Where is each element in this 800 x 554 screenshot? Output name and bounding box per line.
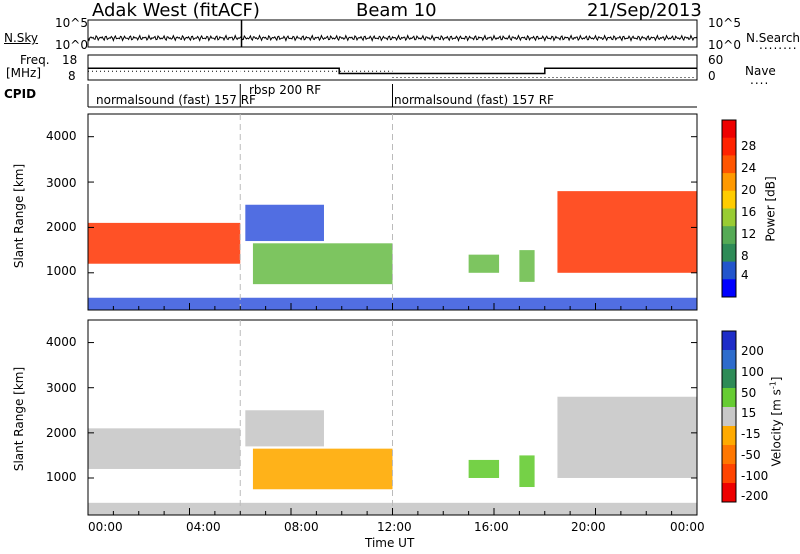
velocity-colorbar-cell-7 [722, 464, 736, 484]
xtick-4: 16:00 [474, 520, 509, 534]
power-tick-20: 20 [741, 183, 757, 197]
ytick-top-2000: 2000 [46, 220, 77, 234]
freq-ytick-low-left: 8 [68, 69, 76, 83]
vel-tick-15: 15 [741, 406, 757, 420]
xtick-3: 12:00 [377, 520, 412, 534]
freq-ytick-high-left: 18 [62, 53, 78, 67]
nsky-label: N.Sky [4, 31, 39, 45]
noise-ytick-low-left: 10^0 [55, 38, 88, 52]
power-colorbar-frame [721, 119, 737, 298]
date-title: 21/Sep/2013 [587, 0, 702, 21]
power-echo-0 [88, 222, 241, 264]
power-echo-1 [245, 204, 324, 242]
ytick-bot-3000: 3000 [46, 381, 77, 395]
ytick-top-3000: 3000 [46, 176, 77, 190]
power-tick-24: 24 [741, 161, 757, 175]
cpid-segment-1: normalsound (fast) 157 RF [96, 93, 256, 107]
velocity-echo-2 [252, 448, 393, 490]
cpid-segment-3: normalsound (fast) 157 RF [394, 93, 554, 107]
vel-tick-m200: -200 [741, 489, 769, 503]
noise-ytick-low-right: 10^0 [708, 38, 741, 52]
velocity-colorbar-frame [721, 330, 737, 503]
power-tick-12: 12 [741, 227, 757, 241]
vel-tick-50: 50 [741, 386, 757, 400]
velocity-label-end: ] [769, 376, 784, 382]
power-echo-5 [557, 191, 697, 273]
velocity-colorbar-cell-1 [722, 350, 736, 370]
power-colorbar-cell-3 [722, 173, 736, 192]
ytick-bot-1000: 1000 [46, 470, 77, 484]
noise-panel-frame [87, 19, 698, 48]
xtick-5: 20:00 [571, 520, 606, 534]
power-colorbar-cell-1 [722, 137, 736, 156]
freq-line [88, 67, 697, 75]
power-colorbar-cell-7 [722, 243, 736, 263]
cpid-segment-2: rbsp 200 RF [249, 83, 322, 97]
velocity-colorbar-label: Velocity [m s-1] [769, 377, 784, 467]
ytick-top-4000: 4000 [46, 129, 77, 143]
velocity-colorbar-cell-0 [722, 331, 736, 351]
nsearch-label: N.Search [746, 31, 800, 45]
xtick-2: 08:00 [284, 520, 319, 534]
nave-dots: .... [750, 73, 770, 87]
power-echo-4 [519, 250, 535, 282]
xaxis-label: Time UT [365, 536, 415, 550]
cpid-label: CPID [4, 87, 37, 101]
xtick-0: 00:00 [88, 520, 123, 534]
power-colorbar-cell-8 [722, 261, 736, 280]
velocity-colorbar-cell-4 [722, 407, 736, 427]
velocity-colorbar-cell-2 [722, 369, 736, 389]
power-echo-3 [468, 254, 500, 273]
velocity-echo-0 [88, 428, 241, 469]
ytick-bot-4000: 4000 [46, 335, 77, 349]
vel-tick-m50: -50 [741, 448, 761, 462]
mhz-label: [MHz] [6, 66, 42, 80]
vel-tick-200: 200 [741, 344, 764, 358]
nsearch-dots: ........ [759, 38, 798, 52]
power-tick-8: 8 [741, 249, 749, 263]
yaxis-label-bottom: Slant Range [km] [12, 366, 27, 472]
power-colorbar-cell-9 [722, 279, 736, 298]
xtick-1: 04:00 [186, 520, 221, 534]
velocity-colorbar-cell-3 [722, 388, 736, 408]
power-tick-16: 16 [741, 205, 757, 219]
power-colorbar-cell-0 [722, 120, 736, 139]
freq-panel-frame [87, 54, 698, 81]
velocity-colorbar-cell-6 [722, 445, 736, 465]
xtick-6: 00:00 [670, 520, 705, 534]
vel-tick-m15: -15 [741, 427, 761, 441]
vel-tick-m100: -100 [741, 469, 769, 483]
radar-title: Adak West (fitACF) [92, 0, 260, 21]
noise-ytick-high-left: 10^5 [55, 16, 88, 30]
power-colorbar-cell-5 [722, 208, 736, 227]
nave-label: Nave [745, 64, 776, 78]
velocity-echo-5 [557, 396, 697, 478]
power-tick-28: 28 [741, 139, 757, 153]
velocity-echo-3 [468, 459, 500, 478]
beam-title: Beam 10 [356, 0, 437, 21]
velocity-echo-1 [245, 410, 324, 447]
power-colorbar-label: Power [dB] [763, 176, 778, 242]
velocity-echo-4 [519, 455, 535, 488]
power-echo-2 [252, 243, 393, 285]
power-tick-4: 4 [741, 268, 749, 282]
ytick-bot-2000: 2000 [46, 426, 77, 440]
noise-sky-trace [87, 34, 698, 42]
vel-tick-100: 100 [741, 365, 764, 379]
power-colorbar-cell-2 [722, 155, 736, 174]
yaxis-label-top: Slant Range [km] [12, 163, 27, 269]
noise-ytick-high-right: 10^5 [708, 16, 741, 30]
velocity-label-sup: -1 [768, 381, 778, 390]
freq-ytick-low-right: 0 [708, 69, 716, 83]
ytick-top-1000: 1000 [46, 264, 77, 278]
power-colorbar-cell-4 [722, 190, 736, 209]
velocity-colorbar-cell-5 [722, 426, 736, 446]
freq-ytick-high-right: 60 [708, 53, 724, 67]
velocity-label-text: Velocity [m s [769, 389, 784, 467]
freq-label: Freq. [20, 53, 50, 67]
power-colorbar-cell-6 [722, 226, 736, 245]
velocity-colorbar-cell-8 [722, 483, 736, 503]
